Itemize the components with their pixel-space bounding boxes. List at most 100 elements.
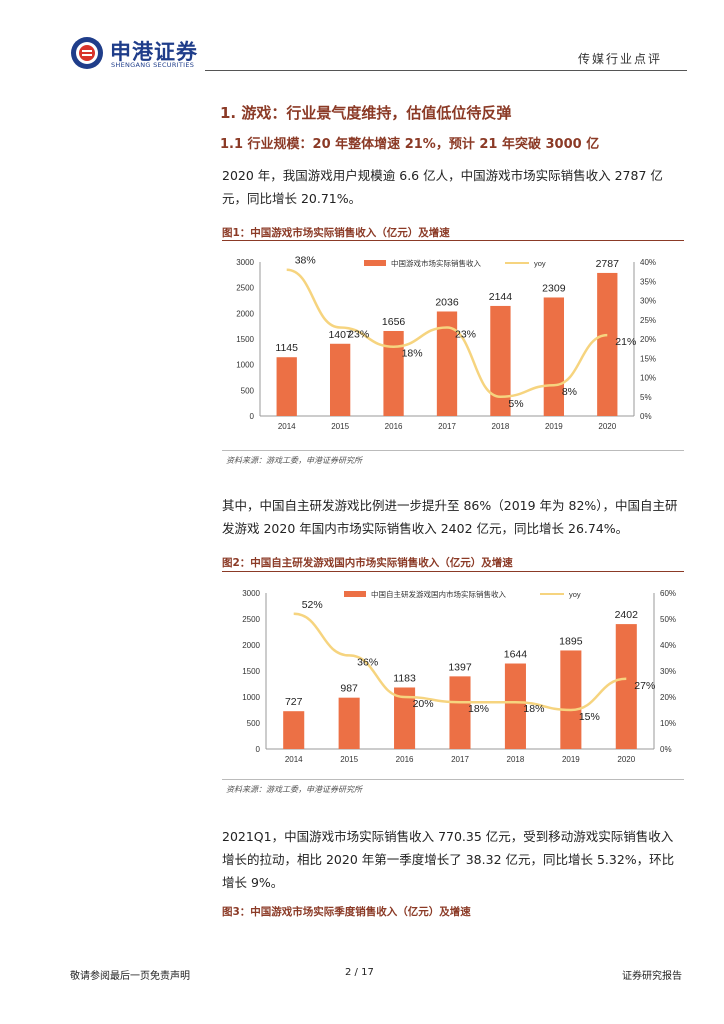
y2-tick-label: 10% [660, 719, 676, 728]
yoy-value-label: 5% [508, 398, 523, 410]
figure-1-title: 图1：中国游戏市场实际销售收入（亿元）及增速 [222, 227, 450, 239]
x-tick-label: 2016 [385, 422, 403, 431]
yoy-value-label: 18% [402, 348, 423, 360]
y2-tick-label: 40% [660, 641, 676, 650]
y2-tick-label: 0% [660, 745, 672, 754]
page-number: 2 / 17 [345, 967, 374, 978]
footer-doc-type: 证券研究报告 [622, 971, 682, 982]
yoy-value-label: 38% [295, 255, 316, 267]
legend-bar-label: 中国自主研发游戏国内市场实际销售收入 [371, 589, 506, 599]
paragraph-1: 2020 年，我国游戏用户规模逾 6.6 亿人，中国游戏市场实际销售收入 278… [222, 168, 663, 206]
y-tick-label: 3000 [236, 258, 254, 267]
x-tick-label: 2020 [598, 422, 616, 431]
y-tick-label: 500 [247, 719, 261, 728]
yoy-value-label: 27% [634, 680, 655, 692]
bar [338, 697, 360, 749]
bar-value-label: 1407 [328, 329, 352, 341]
bar [597, 272, 618, 416]
bar [276, 357, 297, 416]
yoy-value-label: 15% [579, 711, 600, 723]
x-tick-label: 2019 [562, 755, 580, 764]
bar-value-label: 2144 [489, 291, 513, 303]
x-tick-label: 2020 [617, 755, 635, 764]
y2-tick-label: 40% [640, 258, 656, 267]
figure-1-source: 资料来源：游戏工委，申港证券研究所 [226, 456, 362, 465]
x-tick-label: 2017 [451, 755, 469, 764]
figure-2-bottom-rule [222, 779, 684, 780]
yoy-value-label: 8% [562, 386, 577, 398]
y-tick-label: 2500 [242, 615, 260, 624]
y-tick-label: 1500 [242, 667, 260, 676]
y-tick-label: 0 [256, 745, 261, 754]
y-tick-label: 0 [250, 412, 255, 421]
legend-bar-label: 中国游戏市场实际销售收入 [391, 258, 481, 268]
legend-bar-swatch [364, 260, 386, 266]
bar [543, 297, 565, 416]
figure-1-top-rule [222, 240, 684, 241]
y2-tick-label: 0% [640, 412, 652, 421]
y-tick-label: 1500 [236, 335, 254, 344]
bar-value-label: 1397 [448, 661, 472, 673]
yoy-value-label: 18% [523, 703, 544, 715]
x-tick-label: 2017 [438, 422, 456, 431]
y2-tick-label: 25% [640, 316, 656, 325]
x-tick-label: 2019 [545, 422, 563, 431]
x-tick-label: 2015 [331, 422, 349, 431]
bar-value-label: 1895 [559, 635, 583, 647]
bar [615, 624, 637, 749]
bar-value-label: 2309 [542, 282, 566, 294]
figure-2-top-rule [222, 571, 684, 572]
legend-line-label: yoy [569, 590, 581, 599]
y2-tick-label: 60% [660, 589, 676, 598]
y-tick-label: 500 [241, 386, 255, 395]
y2-tick-label: 20% [660, 693, 676, 702]
y-tick-label: 2000 [236, 309, 254, 318]
logo-english: SHENGANG SECURITIES [111, 61, 195, 69]
y2-tick-label: 30% [660, 667, 676, 676]
bar-value-label: 727 [285, 696, 303, 708]
yoy-value-label: 18% [468, 703, 489, 715]
bar-value-label: 1644 [504, 649, 528, 661]
yoy-line [293, 612, 627, 712]
x-tick-label: 2014 [285, 755, 303, 764]
y-tick-label: 2500 [236, 284, 254, 293]
figure-1-bottom-rule [222, 450, 684, 451]
legend-bar-swatch [344, 591, 366, 597]
paragraph-2: 其中，中国自主研发游戏比例进一步提升至 86%（2019 年为 82%），中国自… [222, 498, 678, 536]
bar [329, 343, 351, 416]
header-divider [205, 70, 687, 71]
yoy-value-label: 52% [302, 599, 323, 611]
subsection-heading: 1.1 行业规模：20 年整体增速 21%，预计 21 年突破 3000 亿 [220, 137, 600, 152]
figure-2-source: 资料来源：游戏工委，申港证券研究所 [226, 785, 362, 794]
logo-wordmark: 申港证券 [110, 40, 198, 64]
x-tick-label: 2016 [396, 755, 414, 764]
yoy-value-label: 23% [348, 328, 369, 340]
bar [436, 311, 458, 416]
y2-tick-label: 10% [640, 374, 656, 383]
bar-value-label: 987 [340, 683, 358, 695]
yoy-line [286, 268, 608, 399]
chart-2: 0 500 1000 1500 2000 2500 3000 0% 10% 20% 30% 40% 50… [242, 589, 676, 764]
y2-tick-label: 5% [640, 393, 652, 402]
x-tick-label: 2014 [278, 422, 296, 431]
y2-tick-label: 50% [660, 615, 676, 624]
yoy-value-label: 23% [455, 328, 476, 340]
section-label: 传媒行业点评 [577, 52, 662, 66]
yoy-value-label: 20% [413, 698, 434, 710]
bar-value-label: 1145 [275, 342, 298, 354]
bar-value-label: 1183 [393, 672, 416, 684]
yoy-value-label: 36% [357, 656, 378, 668]
y2-tick-label: 30% [640, 297, 656, 306]
shengang-logo-icon [71, 37, 103, 69]
chart-1: 0 500 1000 1500 2000 2500 3000 0% 5% 10% 15% 20% 25%… [236, 255, 656, 431]
x-tick-label: 2018 [507, 755, 525, 764]
bar-value-label: 2036 [435, 296, 459, 308]
bar [383, 330, 404, 416]
y2-tick-label: 20% [640, 335, 656, 344]
bar [490, 305, 511, 416]
figure-3-title: 图3：中国游戏市场实际季度销售收入（亿元）及增速 [222, 906, 471, 918]
x-tick-label: 2015 [340, 755, 358, 764]
paragraph-3: 2021Q1，中国游戏市场实际销售收入 770.35 亿元，受到移动游戏实际销售… [222, 829, 675, 890]
footer-disclaimer: 敬请参阅最后一页免责声明 [70, 971, 190, 982]
y-tick-label: 2000 [242, 641, 260, 650]
